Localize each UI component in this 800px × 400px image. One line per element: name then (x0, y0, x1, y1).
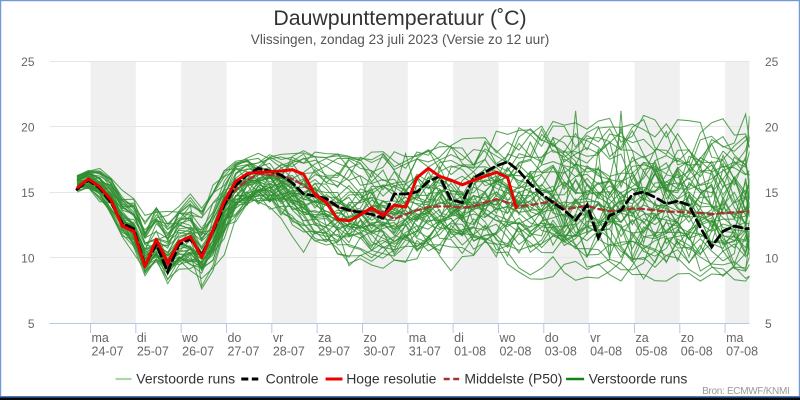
svg-text:vr: vr (590, 331, 600, 345)
svg-text:Verstoorde runs: Verstoorde runs (589, 371, 688, 387)
svg-text:ma: ma (92, 331, 109, 345)
svg-text:10: 10 (765, 251, 779, 265)
svg-text:25: 25 (21, 55, 35, 69)
svg-text:Middelste (P50): Middelste (P50) (464, 371, 562, 387)
svg-text:vr: vr (273, 331, 283, 345)
svg-text:28-07: 28-07 (273, 345, 305, 359)
svg-text:wo: wo (498, 331, 515, 345)
svg-text:Verstoorde runs: Verstoorde runs (136, 371, 235, 387)
svg-text:04-08: 04-08 (590, 345, 622, 359)
svg-text:07-08: 07-08 (726, 345, 758, 359)
svg-text:Bron: ECMWF/KNMI: Bron: ECMWF/KNMI (702, 386, 789, 397)
svg-text:za: za (318, 331, 331, 345)
svg-text:01-08: 01-08 (454, 345, 486, 359)
svg-text:20: 20 (765, 120, 779, 134)
svg-text:di: di (137, 331, 147, 345)
svg-text:Vlissingen, zondag 23 juli 202: Vlissingen, zondag 23 juli 2023 (Versie … (251, 32, 550, 47)
svg-text:ma: ma (409, 331, 426, 345)
svg-text:15: 15 (21, 186, 35, 200)
svg-text:06-08: 06-08 (681, 345, 713, 359)
svg-text:wo: wo (181, 331, 198, 345)
svg-text:do: do (545, 331, 559, 345)
svg-text:02-08: 02-08 (499, 345, 531, 359)
svg-text:27-07: 27-07 (227, 345, 259, 359)
svg-text:5: 5 (765, 317, 772, 331)
svg-text:30-07: 30-07 (363, 345, 395, 359)
svg-text:25-07: 25-07 (137, 345, 169, 359)
svg-text:di: di (454, 331, 464, 345)
svg-text:za: za (635, 331, 648, 345)
svg-text:Controle: Controle (266, 371, 319, 387)
svg-text:24-07: 24-07 (92, 345, 124, 359)
svg-text:05-08: 05-08 (635, 345, 667, 359)
svg-text:zo: zo (681, 331, 694, 345)
svg-text:15: 15 (765, 186, 779, 200)
svg-text:ma: ma (726, 331, 743, 345)
svg-text:do: do (227, 331, 241, 345)
svg-text:29-07: 29-07 (318, 345, 350, 359)
svg-text:25: 25 (765, 55, 779, 69)
svg-text:5: 5 (28, 317, 35, 331)
svg-text:Dauwpunttemperatuur (˚C): Dauwpunttemperatuur (˚C) (273, 6, 526, 30)
svg-text:10: 10 (21, 251, 35, 265)
svg-text:20: 20 (21, 120, 35, 134)
svg-text:zo: zo (363, 331, 376, 345)
svg-text:03-08: 03-08 (545, 345, 577, 359)
svg-text:Hoge resolutie: Hoge resolutie (346, 371, 436, 387)
svg-text:26-07: 26-07 (182, 345, 214, 359)
svg-text:31-07: 31-07 (409, 345, 441, 359)
